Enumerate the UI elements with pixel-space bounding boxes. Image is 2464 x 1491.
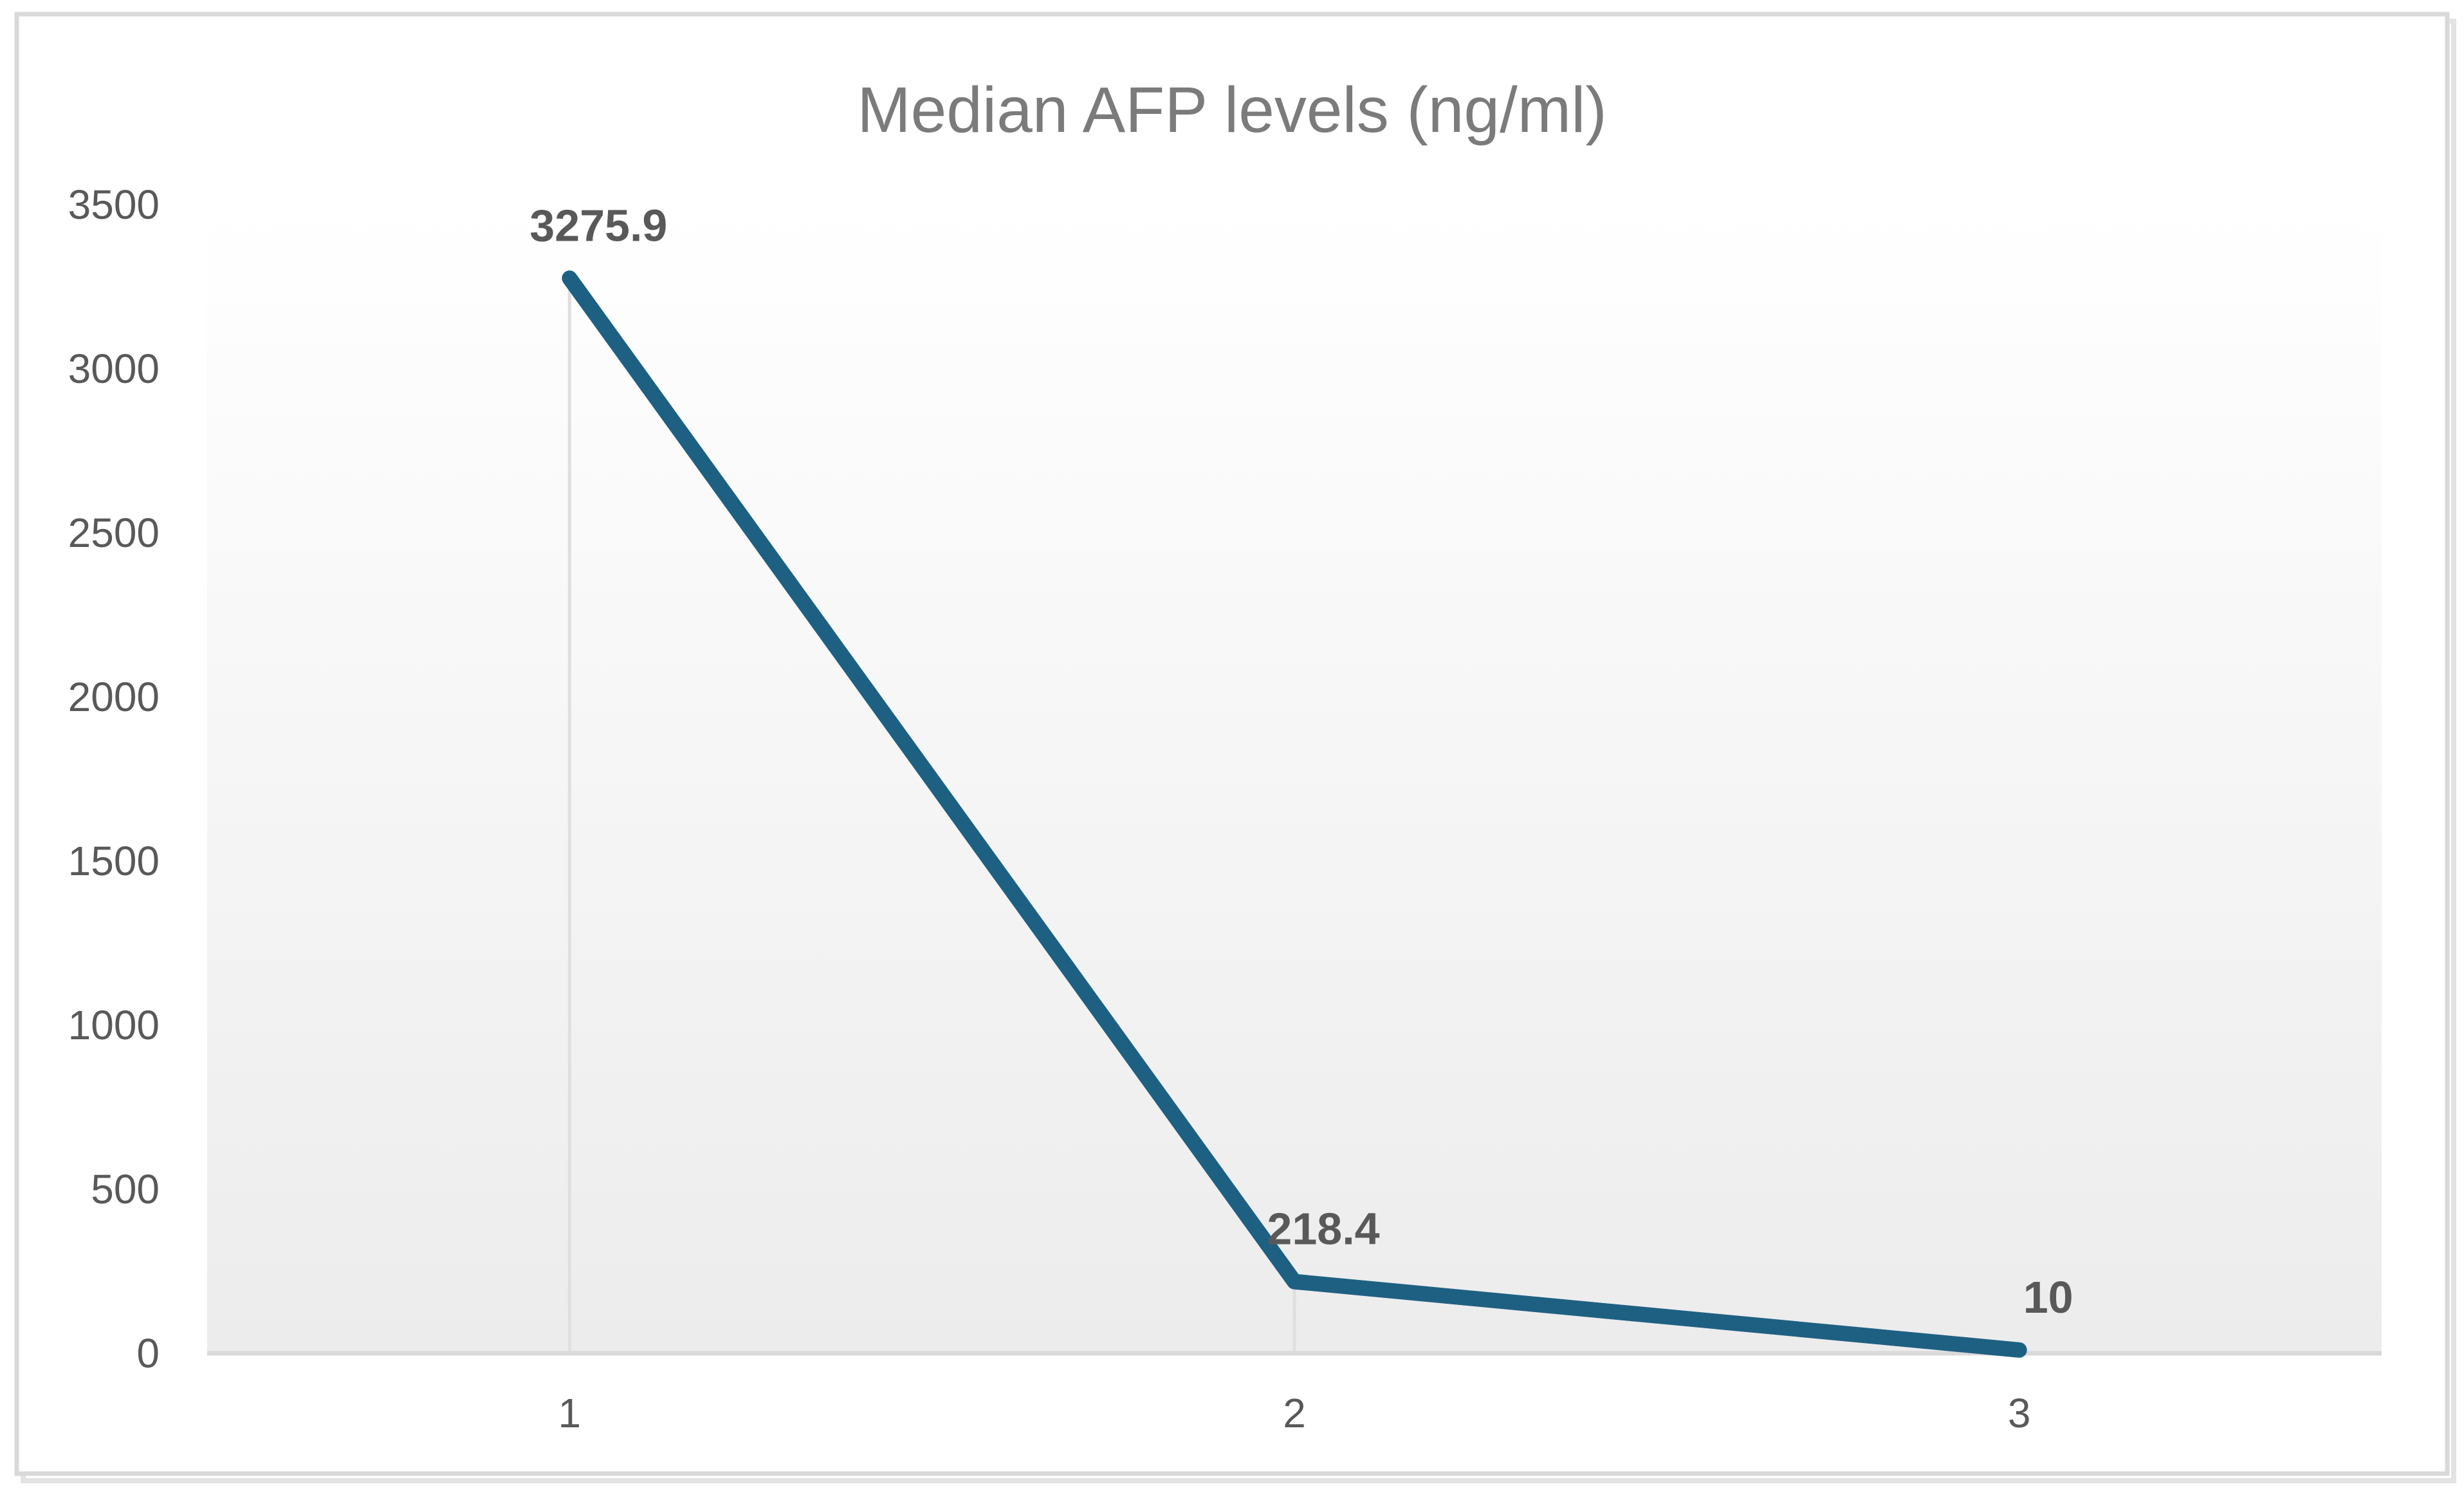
chart-title: Median AFP levels (ng/ml): [857, 74, 1606, 146]
y-axis-tick-label: 3500: [68, 181, 160, 228]
y-axis-tick-label: 500: [91, 1166, 160, 1212]
y-axis-tick-labels-group: 0 500 1000 1500 2000 2500 3000 3500: [68, 181, 160, 1376]
y-axis-tick-label: 2500: [68, 510, 160, 556]
data-labels-group: 3275.9 218.4 10: [529, 200, 2073, 1322]
x-axis-tick-label: 1: [558, 1390, 582, 1436]
data-label: 3275.9: [529, 200, 667, 250]
data-label: 218.4: [1267, 1204, 1379, 1254]
data-label: 10: [2023, 1272, 2073, 1322]
y-axis-tick-label: 1000: [68, 1002, 160, 1048]
x-axis-tick-label: 3: [2008, 1390, 2031, 1436]
x-axis-tick-label: 2: [1283, 1390, 1306, 1436]
plot-area: [207, 205, 2382, 1353]
y-axis-tick-label: 2000: [68, 674, 160, 720]
x-axis-tick-labels-group: 1 2 3: [558, 1390, 2031, 1436]
y-axis-tick-label: 3000: [68, 346, 160, 392]
y-axis-tick-label: 0: [136, 1330, 160, 1376]
series-line: [562, 270, 2027, 1358]
y-axis-tick-label: 1500: [68, 838, 160, 884]
drop-lines-group: [567, 278, 1296, 1353]
